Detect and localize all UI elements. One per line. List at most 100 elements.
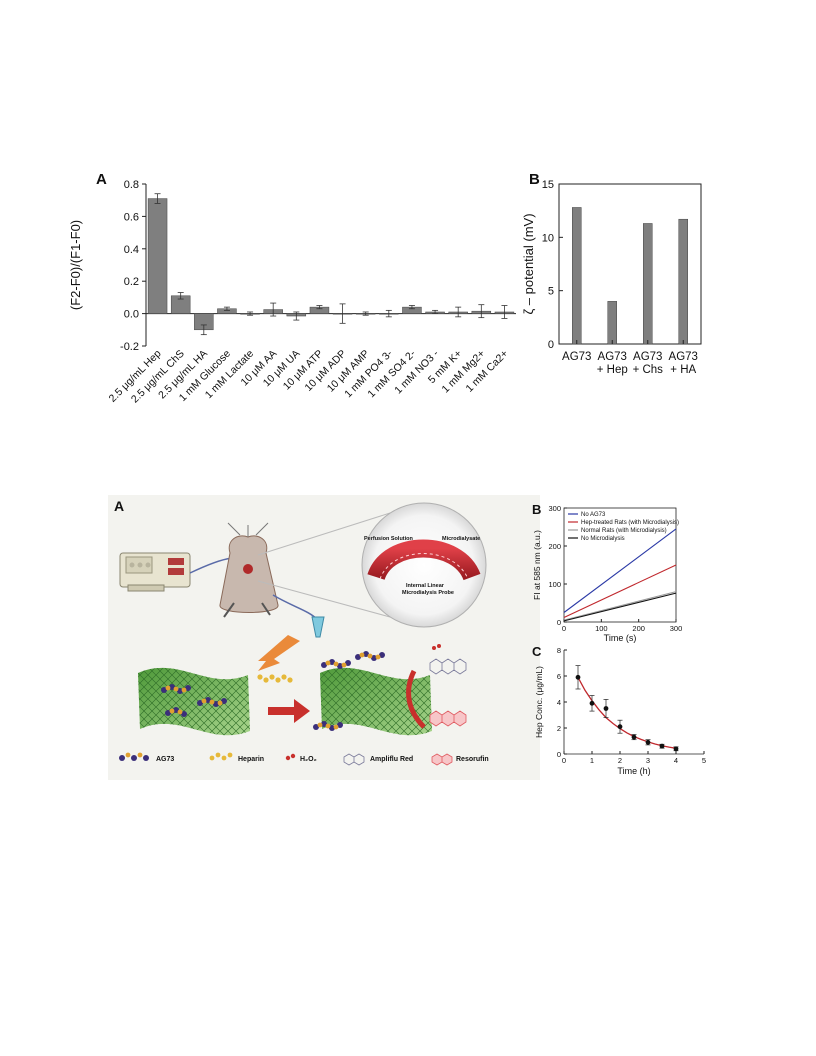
x-tick-label: AG73 (633, 351, 662, 363)
legend-heparin-icon (209, 752, 233, 761)
legend-ag73-label: AG73 (156, 756, 174, 763)
data-point (617, 724, 623, 730)
fit-curve (577, 676, 677, 749)
f2b-plot-area: 0 100 200 300 0 100 200 300 Time (s) FI at 585 nm… (532, 504, 682, 643)
x-tick-label: + Hep (597, 364, 628, 376)
y-tick-label: 100 (548, 580, 561, 589)
graphene-sheet-left-icon (138, 667, 250, 736)
y-tick-label: 300 (548, 504, 561, 513)
y-tick-label: 0.2 (124, 276, 139, 288)
x-tick-label: 2 (618, 756, 622, 765)
y-tick-label: 15 (542, 179, 554, 191)
fig2-panel-c-letter: C (532, 644, 542, 659)
collection-tube-icon (311, 616, 325, 638)
data-point (575, 674, 581, 680)
h2o2-molecule-icon (432, 644, 441, 650)
legend-label: No AG73 (581, 512, 606, 518)
series-line (563, 528, 677, 613)
legend-ampliflu-icon (343, 753, 365, 766)
data-point (631, 734, 637, 740)
y-axis-label: Hep Conc. (μg/mL) (534, 666, 544, 738)
y-tick-label: -0.2 (120, 341, 139, 353)
fig2-panel-b-letter: B (532, 502, 541, 517)
x-tick-label: 4 (674, 756, 678, 765)
series-line (563, 591, 677, 621)
bubble-label-microdialysate: Microdialysate (442, 536, 480, 542)
ag73-heparin-complex (313, 651, 385, 731)
bar (678, 218, 688, 345)
x-tick-label: + HA (670, 364, 696, 376)
legend-label: Hep-treated Rats (with Microdialysis) (581, 520, 679, 526)
bubble-label-perfusion: Perfusion Solution (364, 536, 414, 542)
bar (643, 223, 653, 345)
data-point (673, 746, 679, 752)
magnified-view-bubble (361, 502, 487, 628)
f2c-plot-area: 0 2 4 6 8 0 1 2 3 4 5 Time (h) Hep Conc. (μg/mL) (534, 646, 706, 776)
x-tick-label: AG73 (669, 351, 698, 363)
y-tick-label: 0 (548, 339, 554, 351)
f1a-plot-area: -0.20.00.20.40.60.8(F2-F0)/(F1-F0)2.5 μg… (68, 179, 516, 406)
y-tick-label: 8 (557, 646, 561, 655)
x-tick-label: AG73 (598, 351, 627, 363)
conversion-arrow-icon (406, 669, 426, 729)
y-tick-label: 10 (542, 232, 554, 244)
figure2-panel-a-diagram: A Perfusion Solution Microdialysate Inte… (108, 495, 540, 780)
reaction-arrow-icon (268, 699, 310, 723)
legend-label: Normal Rats (with Microdialysis) (581, 528, 667, 534)
legend-h2o2-label: H₂O₂ (300, 756, 317, 763)
y-tick-label: 5 (548, 286, 554, 298)
x-tick-label: 200 (632, 624, 645, 633)
process-arrow-icon (258, 635, 300, 671)
x-tick-label: 300 (670, 624, 683, 633)
x-tick-label: 100 (595, 624, 608, 633)
plot-frame (558, 183, 702, 345)
diagram-legend: AG73 Heparin H₂O₂ Ampliflu Red Resorufin (119, 752, 489, 766)
figure2-panel-c: C 0 2 4 6 8 0 1 2 3 4 5 Time (h) Hep Conc. (μg/mL) (532, 644, 706, 776)
ampliflu-red-molecule-icon (429, 658, 467, 675)
y-tick-label: 0 (557, 750, 561, 759)
data-point (589, 700, 595, 706)
x-tick-label: 3 (646, 756, 650, 765)
data-point (603, 706, 609, 711)
diagram-panel-letter: A (114, 498, 124, 514)
y-tick-label: 2 (557, 724, 561, 733)
y-axis-label: FI at 585 nm (a.u.) (532, 530, 542, 600)
legend-ag73-icon (119, 752, 149, 761)
y-tick-label: 6 (557, 672, 561, 681)
legend-h2o2-icon (285, 753, 296, 761)
rat-icon (219, 522, 279, 618)
x-tick-label: AG73 (562, 351, 591, 363)
legend-heparin-label: Heparin (238, 756, 264, 763)
syringe-pump-icon (119, 552, 191, 592)
data-point (645, 739, 651, 745)
x-tick-label: 0 (562, 624, 566, 633)
legend-resorufin-label: Resorufin (456, 756, 489, 763)
resorufin-molecule-icon (429, 710, 467, 727)
ag73-chains-left (161, 684, 227, 717)
x-axis-label: Time (s) (604, 633, 637, 643)
y-tick-label: 200 (548, 542, 561, 551)
blood-vessel-icon (367, 539, 481, 582)
y-tick-label: 0.0 (124, 309, 139, 321)
x-axis-label: Time (h) (617, 766, 650, 776)
bar (607, 301, 617, 345)
x-tick-label: 5 (702, 756, 706, 765)
legend-resorufin-icon (431, 753, 453, 766)
panel-b-letter: B (529, 171, 540, 188)
legend-label: No Microdialysis (581, 536, 625, 542)
bubble-label-probe-line2: Microdialysis Probe (402, 590, 454, 596)
figure1-panel-a: A -0.20.00.20.40.60.8(F2-F0)/(F1-F0)2.5 … (68, 171, 516, 406)
x-tick-label: 0 (562, 756, 566, 765)
y-axis-label: (F2-F0)/(F1-F0) (68, 220, 83, 310)
x-tick-label: 1 (590, 756, 594, 765)
series-line (563, 592, 677, 622)
figure2-panel-b: B 0 100 200 300 0 100 200 300 Time (s) FI at 585 … (532, 502, 682, 643)
y-tick-label: 0 (557, 618, 561, 627)
heparin-chain-icon (257, 674, 293, 683)
data-point (659, 743, 665, 749)
legend-ampliflu-label: Ampliflu Red (370, 756, 413, 763)
y-tick-label: 0.4 (124, 244, 139, 256)
series-line (563, 564, 677, 618)
